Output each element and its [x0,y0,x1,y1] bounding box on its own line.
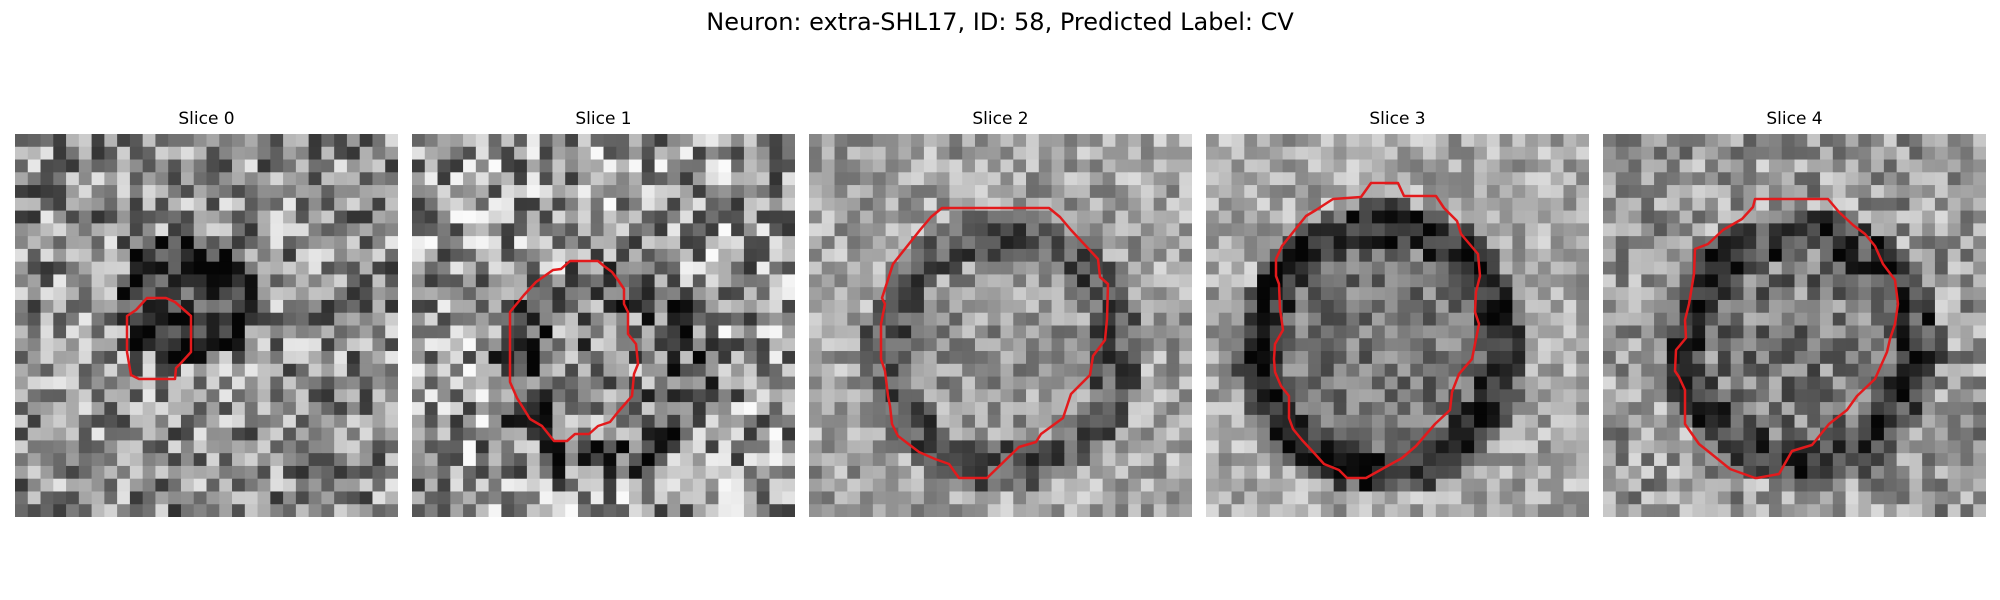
grayscale-pixels [412,134,795,517]
slice-title-3: Slice 3 [1369,109,1426,129]
neuron-contour [1272,181,1482,480]
slice-image-1 [412,134,795,517]
grayscale-pixels [809,134,1192,517]
figure-title: Neuron: extra-SHL17, ID: 58, Predicted L… [706,8,1294,36]
slice-panel-3: Slice 3 [1206,0,1589,600]
slice-image-3 [1206,134,1589,517]
neuron-contour [508,259,640,443]
neuron-contour [125,296,193,381]
slice-panel-0: Slice 0 [15,0,398,600]
slice-title-0: Slice 0 [178,109,235,129]
grayscale-pixels [15,134,398,517]
grayscale-pixels [1206,134,1589,517]
slice-title-2: Slice 2 [972,109,1029,129]
slice-panel-2: Slice 2 [809,0,1192,600]
neuron-contour [1673,197,1900,480]
grayscale-pixels [1603,134,1986,517]
slice-title-1: Slice 1 [575,109,632,129]
neuron-contour [879,206,1110,480]
slice-panel-1: Slice 1 [412,0,795,600]
slice-image-4 [1603,134,1986,517]
slice-title-4: Slice 4 [1766,109,1823,129]
slice-image-0 [15,134,398,517]
slice-panel-4: Slice 4 [1603,0,1986,600]
slice-image-2 [809,134,1192,517]
